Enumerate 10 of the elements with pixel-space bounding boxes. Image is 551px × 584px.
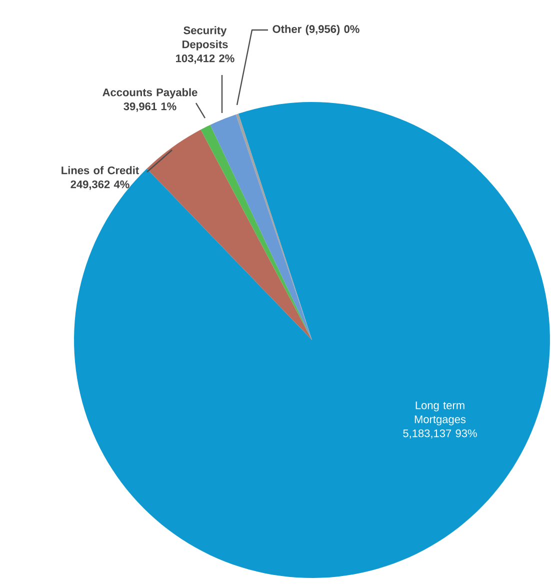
- slice-label: Other: [272, 24, 302, 33]
- data-label: 39,961 1%: [124, 102, 176, 112]
- slice-label: Security Deposits: [182, 26, 228, 50]
- slice-label: Long term Mortgages: [414, 402, 466, 426]
- data-label: 103,412 2%: [176, 54, 234, 64]
- data-label: 249,362 4%: [70, 180, 130, 190]
- slice-label: Accounts Payable: [102, 88, 198, 98]
- data-label: 5,183,137 93%: [403, 429, 477, 438]
- data-label: (9,956) 0%: [306, 24, 360, 36]
- slice-label: Lines of Credit: [62, 166, 139, 174]
